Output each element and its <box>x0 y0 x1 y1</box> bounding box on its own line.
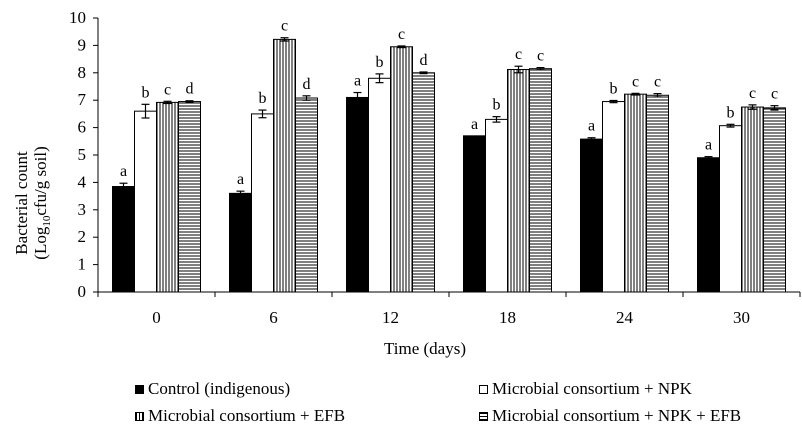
significance-letter: c <box>749 85 756 102</box>
bar <box>602 101 625 293</box>
bar <box>485 118 508 293</box>
y-tick-label: 2 <box>78 227 87 246</box>
x-tick-label: 18 <box>499 308 516 327</box>
bar <box>741 106 764 293</box>
significance-letter: c <box>398 26 405 43</box>
x-tick-label: 6 <box>269 308 278 327</box>
legend-label: Microbial consortium + EFB <box>148 406 346 425</box>
significance-letter: b <box>142 84 150 101</box>
legend-swatch-vertical <box>135 411 144 421</box>
significance-letter: c <box>515 46 522 63</box>
legend-swatch-white <box>479 384 488 394</box>
bar <box>156 101 179 293</box>
bar <box>229 192 252 293</box>
bar <box>412 72 435 293</box>
significance-letter: a <box>354 73 361 90</box>
significance-letter: c <box>281 18 288 35</box>
y-tick-label: 10 <box>69 8 86 27</box>
legend-item-npk: Microbial consortium + NPK <box>479 379 692 399</box>
legend-label: Control (indigenous) <box>148 379 291 398</box>
bar <box>390 46 413 293</box>
y-tick-label: 4 <box>78 172 87 191</box>
legend-swatch-solid <box>135 384 144 394</box>
bar <box>112 186 135 293</box>
bar <box>273 38 296 293</box>
significance-letter: d <box>303 76 311 93</box>
y-tick-label: 3 <box>78 200 87 219</box>
significance-letter: d <box>186 81 194 98</box>
legend-item-control: Control (indigenous) <box>135 379 290 399</box>
y-tick-label: 0 <box>78 282 87 301</box>
bar <box>719 125 742 293</box>
significance-letter: c <box>537 48 544 65</box>
y-axis-label-line1: Bacterial count <box>12 151 31 255</box>
x-tick-label: 12 <box>382 308 399 327</box>
x-tick-label: 30 <box>733 308 750 327</box>
bar <box>624 93 647 293</box>
significance-letter: d <box>420 52 428 69</box>
bar <box>295 97 318 293</box>
y-tick-label: 6 <box>78 118 87 137</box>
x-axis-label: Time (days) <box>384 339 466 358</box>
axis-labels: Bacterial count (Log10cfu/g soil) Time (… <box>12 146 466 358</box>
significance-letter: b <box>493 97 501 114</box>
bar <box>697 157 720 293</box>
legend-swatch-horizontal <box>479 411 488 421</box>
significance-letter: a <box>471 116 478 133</box>
x-tick-label: 24 <box>616 308 634 327</box>
bar <box>507 69 530 293</box>
significance-letter: c <box>164 81 171 98</box>
bar <box>251 113 274 293</box>
significance-letter: b <box>376 54 384 71</box>
bar <box>368 77 391 293</box>
significance-letter: a <box>237 171 244 188</box>
y-tick-label: 1 <box>78 255 87 274</box>
legend-item-npk-efb: Microbial consortium + NPK + EFB <box>479 406 741 426</box>
y-tick-label: 5 <box>78 145 87 164</box>
significance-letter: b <box>727 104 735 121</box>
significance-letter: a <box>588 118 595 135</box>
significance-letter: a <box>120 163 127 180</box>
y-tick-label: 8 <box>78 63 87 82</box>
legend-label: Microbial consortium + NPK + EFB <box>492 406 742 425</box>
bar <box>134 110 157 293</box>
significance-letter: b <box>610 80 618 97</box>
significance-letter: a <box>705 137 712 154</box>
legend-item-efb: Microbial consortium + EFB <box>135 406 345 426</box>
significance-letter: b <box>259 90 267 107</box>
bar <box>463 135 486 293</box>
y-axis-label-line2: (Log10cfu/g soil) <box>31 146 53 259</box>
bar <box>346 96 369 293</box>
significance-letter: c <box>654 74 661 91</box>
y-tick-label: 9 <box>78 35 87 54</box>
significance-letter: c <box>771 86 778 103</box>
bar <box>580 138 603 293</box>
bar <box>178 101 201 293</box>
y-tick-label: 7 <box>78 90 87 109</box>
significance-letter: c <box>632 73 639 90</box>
bar <box>646 94 669 293</box>
bar <box>529 68 552 293</box>
legend-label: Microbial consortium + NPK <box>492 379 692 398</box>
bar <box>763 107 786 293</box>
x-tick-label: 0 <box>152 308 161 327</box>
